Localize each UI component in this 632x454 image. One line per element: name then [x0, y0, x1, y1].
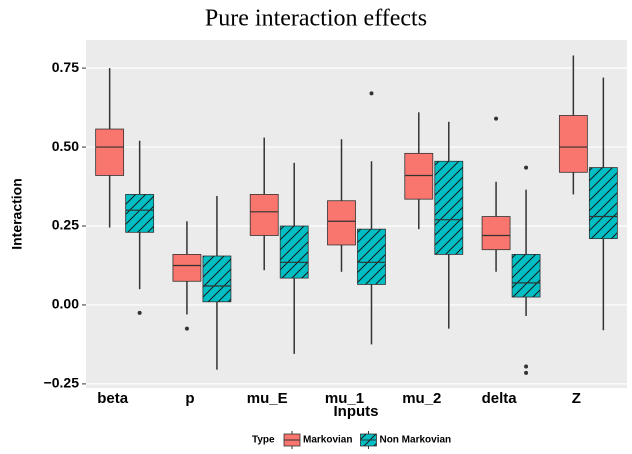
legend-label: Non Markovian — [379, 435, 451, 446]
x-tick-label: mu_E — [247, 390, 288, 407]
outlier — [137, 310, 142, 315]
y-tick-label: −0.25 — [44, 375, 80, 391]
x-tick-label: p — [185, 390, 194, 407]
x-tick-label: Z — [572, 390, 581, 407]
box-hatch — [280, 226, 309, 279]
box — [404, 152, 434, 200]
box-hatch — [512, 254, 541, 298]
outlier — [494, 116, 499, 121]
box — [327, 200, 356, 246]
box — [249, 194, 279, 236]
box-hatch — [202, 256, 231, 302]
y-tick-label: 0.25 — [52, 217, 79, 233]
x-tick-label: mu_1 — [325, 390, 364, 407]
box-hatch — [589, 167, 618, 239]
box-hatch — [434, 161, 463, 255]
box — [95, 128, 125, 176]
legend: Type Markovian Non Markovian — [252, 431, 451, 449]
legend-label: Markovian — [303, 435, 352, 446]
outlier — [524, 370, 529, 375]
plot-area — [86, 55, 627, 385]
y-tick-label: 0.00 — [52, 296, 79, 312]
outlier — [524, 165, 529, 170]
outlier — [369, 91, 374, 96]
y-axis-label: Interaction — [9, 178, 25, 250]
x-tick-label: beta — [97, 390, 129, 407]
x-axis-label: Inputs — [334, 403, 379, 420]
box-hatch — [357, 229, 386, 285]
x-tick-label: mu_2 — [402, 390, 441, 407]
chart-title: Pure interaction effects — [205, 6, 427, 32]
box — [558, 115, 588, 173]
box — [481, 216, 511, 251]
y-tick-label: 0.75 — [52, 59, 79, 75]
y-tick-label: 0.50 — [52, 138, 79, 154]
x-tick-label: delta — [482, 390, 518, 407]
outlier — [524, 364, 529, 369]
box-hatch — [125, 194, 154, 233]
legend-title: Type — [252, 435, 275, 446]
box — [172, 254, 202, 282]
plot-panel — [86, 40, 627, 388]
outlier — [184, 326, 189, 331]
